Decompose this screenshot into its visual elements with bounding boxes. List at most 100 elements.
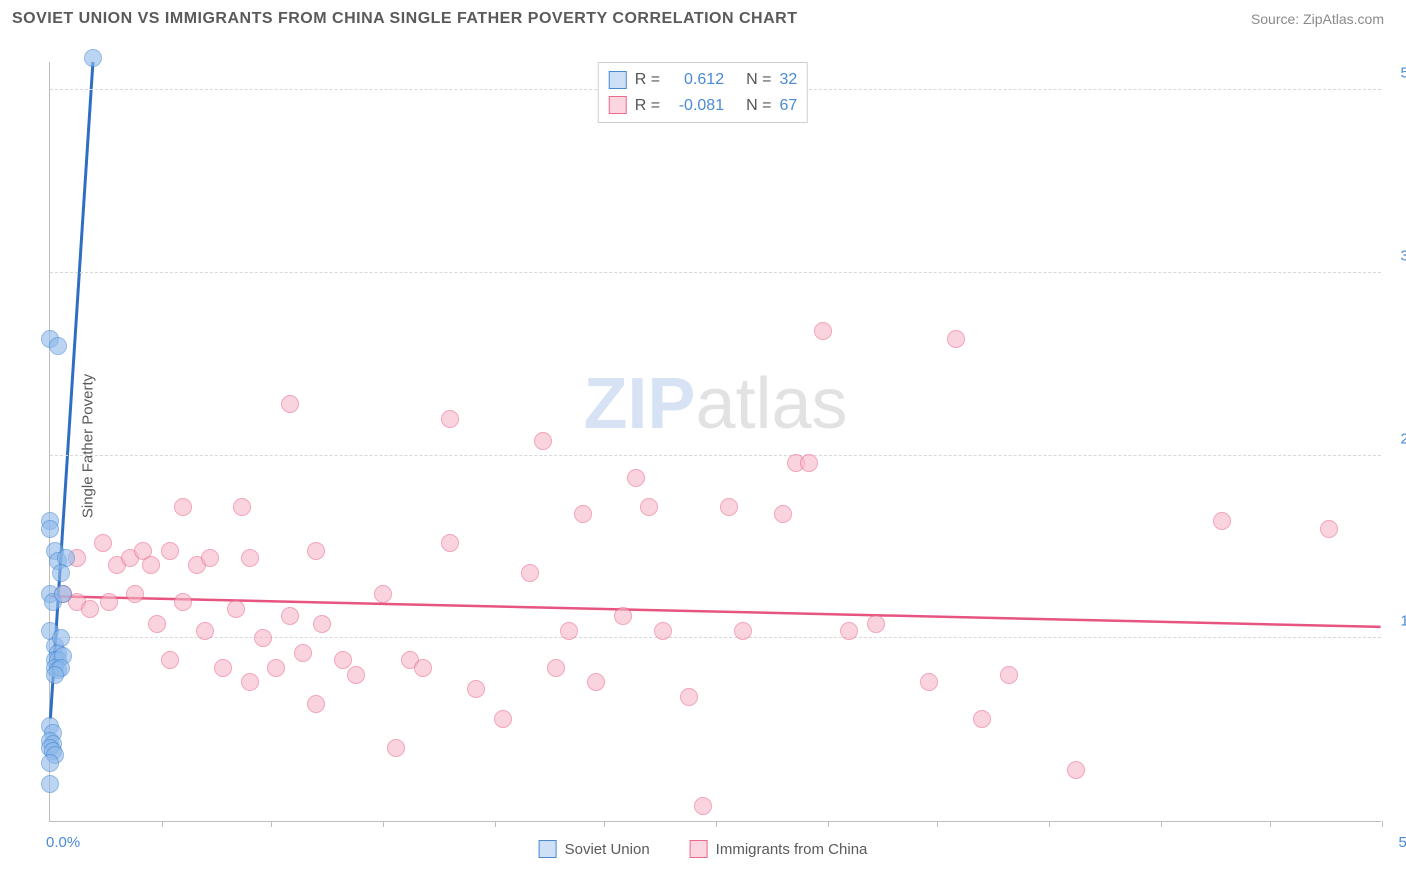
watermark-zip: ZIP [583, 364, 695, 444]
r-label: R = [635, 67, 660, 93]
data-point [654, 622, 672, 640]
data-point [100, 593, 118, 611]
x-tick [1161, 821, 1162, 827]
data-point [734, 622, 752, 640]
title-bar: SOVIET UNION VS IMMIGRANTS FROM CHINA SI… [0, 0, 1406, 34]
data-point [374, 585, 392, 603]
data-point [241, 673, 259, 691]
plot-area: ZIPatlas 12.5%25.0%37.5%50.0%0.0%50.0% [49, 62, 1381, 822]
x-tick [271, 821, 272, 827]
data-point [534, 432, 552, 450]
x-label-min: 0.0% [46, 834, 80, 851]
n-value: 32 [779, 67, 797, 93]
data-point [387, 739, 405, 757]
data-point [494, 710, 512, 728]
y-tick-label: 50.0% [1400, 65, 1406, 82]
series-legend-item: Soviet Union [539, 840, 650, 858]
x-tick [383, 821, 384, 827]
y-tick-label: 25.0% [1400, 430, 1406, 447]
x-tick [604, 821, 605, 827]
data-point [148, 615, 166, 633]
stats-legend-row: R =-0.081N =67 [609, 93, 797, 119]
legend-swatch [609, 96, 627, 114]
trend-lines-svg [50, 62, 1381, 821]
data-point [161, 542, 179, 560]
x-tick [1382, 821, 1383, 827]
y-tick-label: 37.5% [1400, 247, 1406, 264]
gridline-h [50, 272, 1381, 273]
watermark-atlas: atlas [695, 364, 847, 444]
data-point [441, 534, 459, 552]
x-tick [716, 821, 717, 827]
data-point [840, 622, 858, 640]
data-point [680, 688, 698, 706]
series-legend-label: Soviet Union [565, 841, 650, 858]
stats-legend-row: R = 0.612 N = 32 [609, 67, 797, 93]
x-tick [495, 821, 496, 827]
data-point [196, 622, 214, 640]
data-point [867, 615, 885, 633]
data-point [574, 505, 592, 523]
data-point [233, 498, 251, 516]
data-point [54, 585, 72, 603]
data-point [441, 410, 459, 428]
series-legend-item: Immigrants from China [690, 840, 868, 858]
data-point [547, 659, 565, 677]
data-point [254, 629, 272, 647]
data-point [52, 564, 70, 582]
gridline-h [50, 637, 1381, 638]
data-point [46, 666, 64, 684]
trend-line [50, 62, 93, 719]
data-point [694, 797, 712, 815]
data-point [1067, 761, 1085, 779]
data-point [560, 622, 578, 640]
r-value: 0.612 [668, 67, 724, 93]
series-legend-label: Immigrants from China [716, 841, 868, 858]
x-tick [828, 821, 829, 827]
data-point [267, 659, 285, 677]
data-point [49, 337, 67, 355]
data-point [1213, 512, 1231, 530]
trend-line [50, 596, 1380, 627]
data-point [84, 49, 102, 67]
stats-legend: R =0.612N =32R =-0.081N =67 [598, 62, 808, 123]
r-label: R = [635, 93, 660, 119]
data-point [720, 498, 738, 516]
data-point [201, 549, 219, 567]
data-point [800, 454, 818, 472]
data-point [161, 651, 179, 669]
data-point [1000, 666, 1018, 684]
data-point [94, 534, 112, 552]
data-point [973, 710, 991, 728]
data-point [126, 585, 144, 603]
legend-swatch [609, 71, 627, 89]
n-label: N = [746, 93, 771, 119]
data-point [640, 498, 658, 516]
n-value: 67 [779, 93, 797, 119]
data-point [142, 556, 160, 574]
data-point [307, 695, 325, 713]
data-point [81, 600, 99, 618]
data-point [774, 505, 792, 523]
n-label: N = [746, 67, 771, 93]
chart-title: SOVIET UNION VS IMMIGRANTS FROM CHINA SI… [12, 10, 797, 28]
data-point [614, 607, 632, 625]
data-point [1320, 520, 1338, 538]
data-point [313, 615, 331, 633]
data-point [467, 680, 485, 698]
data-point [241, 549, 259, 567]
data-point [174, 593, 192, 611]
data-point [294, 644, 312, 662]
data-point [281, 607, 299, 625]
data-point [281, 395, 299, 413]
data-point [347, 666, 365, 684]
data-point [214, 659, 232, 677]
data-point [41, 775, 59, 793]
data-point [414, 659, 432, 677]
legend-swatch [690, 840, 708, 858]
source-text: Source: ZipAtlas.com [1251, 11, 1384, 27]
data-point [920, 673, 938, 691]
x-tick [1049, 821, 1050, 827]
y-tick-label: 12.5% [1400, 613, 1406, 630]
x-tick [937, 821, 938, 827]
